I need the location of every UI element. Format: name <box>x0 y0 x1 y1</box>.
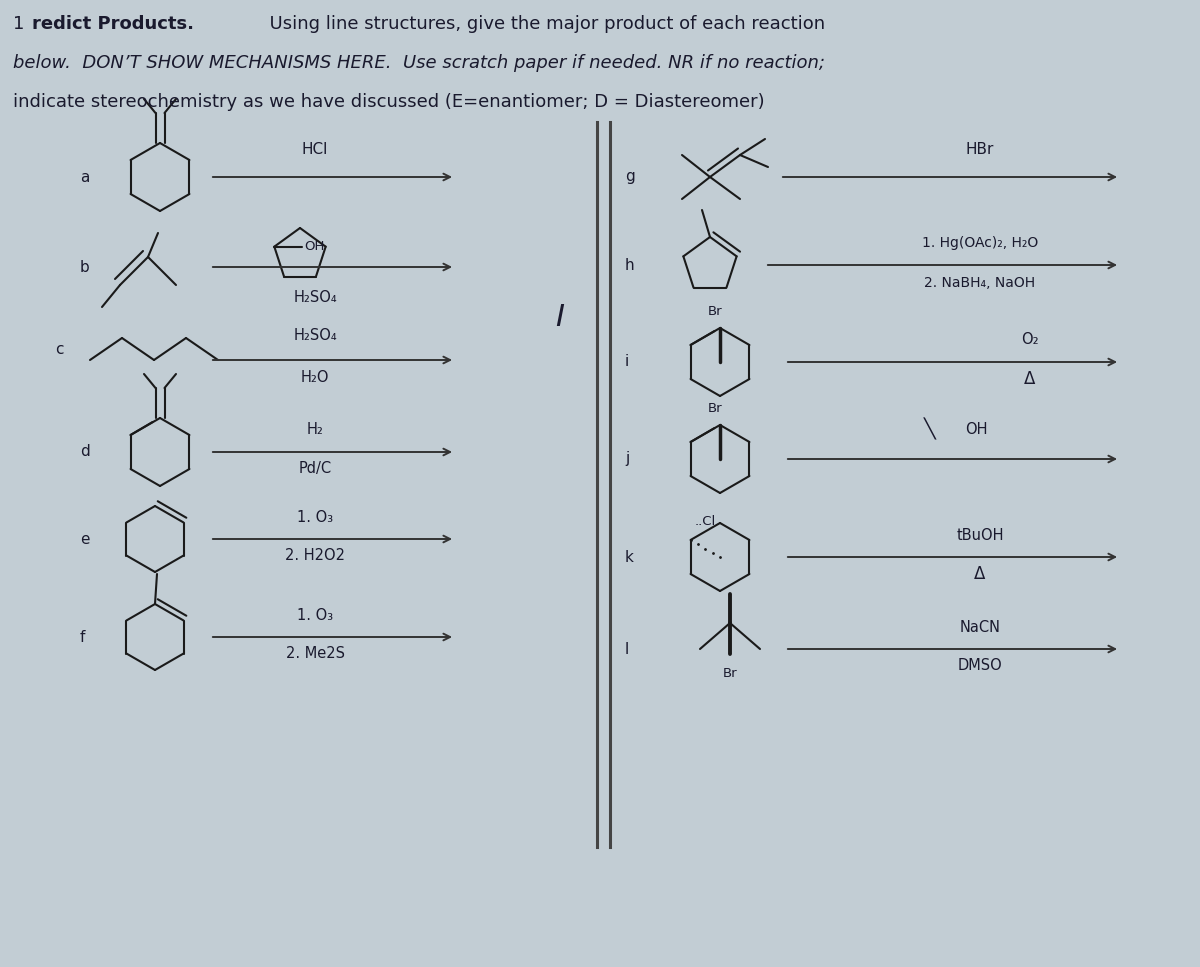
Text: below.  DON’T SHOW MECHANISMS HERE.  Use scratch paper if needed. NR if no react: below. DON’T SHOW MECHANISMS HERE. Use s… <box>13 54 826 72</box>
Text: k: k <box>625 549 634 565</box>
Text: 1. O₃: 1. O₃ <box>296 510 334 524</box>
Text: OH: OH <box>965 422 988 436</box>
Text: 1. O₃: 1. O₃ <box>296 607 334 623</box>
Text: f: f <box>80 630 85 644</box>
Text: H₂: H₂ <box>306 423 324 437</box>
Text: ╲: ╲ <box>924 418 936 440</box>
Text: a: a <box>80 169 89 185</box>
Text: 2. H2O2: 2. H2O2 <box>286 548 346 564</box>
Text: i: i <box>625 355 629 369</box>
Text: 1: 1 <box>13 15 24 33</box>
Text: l: l <box>625 641 629 657</box>
Text: 2. NaBH₄, NaOH: 2. NaBH₄, NaOH <box>924 276 1036 290</box>
Text: redict Products.: redict Products. <box>32 15 194 33</box>
Text: NaCN: NaCN <box>960 620 1001 634</box>
Text: e: e <box>80 532 90 546</box>
Text: indicate stereochemistry as we have discussed (E=enantiomer; D = Diastereomer): indicate stereochemistry as we have disc… <box>13 93 764 111</box>
Text: Δ: Δ <box>1025 370 1036 388</box>
Text: OH: OH <box>305 240 325 253</box>
Text: Using line structures, give the major product of each reaction: Using line structures, give the major pr… <box>258 15 826 33</box>
Text: Br: Br <box>722 667 737 680</box>
Text: 2. Me2S: 2. Me2S <box>286 647 344 661</box>
Text: 1. Hg(OAc)₂, H₂O: 1. Hg(OAc)₂, H₂O <box>922 236 1038 250</box>
Text: Δ: Δ <box>974 565 985 583</box>
Text: I: I <box>556 303 564 332</box>
Text: HCl: HCl <box>302 141 328 157</box>
Text: HBr: HBr <box>966 141 994 157</box>
Text: H₂SO₄: H₂SO₄ <box>293 289 337 305</box>
Text: j: j <box>625 452 629 466</box>
Text: DMSO: DMSO <box>958 659 1002 673</box>
Text: ..Cl: ..Cl <box>695 515 716 528</box>
Text: Br: Br <box>708 402 722 415</box>
Text: d: d <box>80 445 90 459</box>
Text: Pd/C: Pd/C <box>299 461 331 477</box>
Text: tBuOH: tBuOH <box>956 528 1003 542</box>
Text: O₂: O₂ <box>1021 333 1039 347</box>
Text: b: b <box>80 259 90 275</box>
Text: h: h <box>625 257 635 273</box>
Text: H₂SO₄: H₂SO₄ <box>293 328 337 342</box>
Text: Br: Br <box>708 305 722 318</box>
Text: H₂O: H₂O <box>301 369 329 385</box>
Text: g: g <box>625 169 635 185</box>
Text: c: c <box>55 342 64 358</box>
